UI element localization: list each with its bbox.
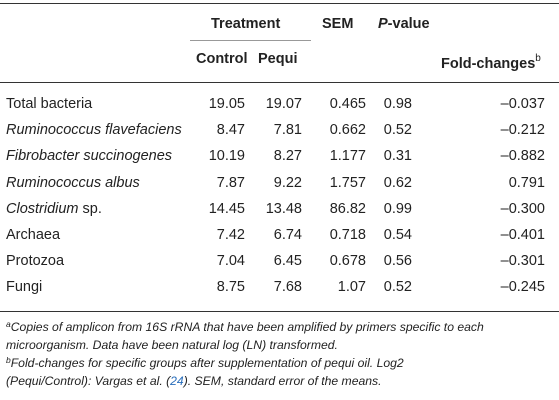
row-name: Ruminococcus flavefaciens <box>6 122 182 138</box>
row-label: Ruminococcus flavefaciens <box>6 121 182 139</box>
row-name-suffix: sp. <box>78 201 102 217</box>
cell-sem: 0.662 <box>329 122 366 138</box>
cell-fold: –0.882 <box>500 148 545 164</box>
cell-control: 7.04 <box>216 253 245 269</box>
footnote-a: aCopies of amplicon from 16S rRNA that h… <box>6 316 556 354</box>
header-sem: SEM <box>322 16 354 32</box>
treatment-underline <box>190 40 311 41</box>
header-fold: Fold-changesb <box>441 50 541 73</box>
footnote-a-line2: microorganism. Data have been natural lo… <box>6 337 338 352</box>
cell-pequi: 19.07 <box>265 96 302 112</box>
footnote-b-marker: b <box>6 355 11 365</box>
cell-fold: –0.301 <box>500 253 545 269</box>
cell-fold: –0.212 <box>500 122 545 138</box>
cell-control: 8.47 <box>216 122 245 138</box>
cell-pequi: 9.22 <box>273 175 302 191</box>
cell-pequi: 7.68 <box>273 279 302 295</box>
cell-fold: –0.401 <box>500 227 545 243</box>
table-header-rule <box>0 82 559 83</box>
cell-sem: 1.757 <box>329 175 366 191</box>
cell-p: 0.99 <box>383 201 412 217</box>
footnote-b-line2-post: ). SEM, standard error of the means. <box>183 373 382 388</box>
cell-p: 0.52 <box>383 279 412 295</box>
cell-fold: 0.791 <box>508 175 545 191</box>
footnote-b-ref-link[interactable]: 24 <box>170 373 184 388</box>
row-name: Fibrobacter succinogenes <box>6 148 173 164</box>
table-top-rule <box>0 3 559 4</box>
row-name: Clostridium <box>6 201 79 217</box>
cell-sem: 0.465 <box>329 96 366 112</box>
row-name: Protozoa <box>6 253 65 269</box>
cell-sem: 1.177 <box>329 148 366 164</box>
footnote-b-line1: Fold-changes for specific groups after s… <box>10 356 404 370</box>
row-label: Fungi <box>6 278 42 296</box>
cell-p: 0.62 <box>383 175 412 191</box>
cell-control: 7.87 <box>216 175 245 191</box>
table-bottom-rule <box>0 311 559 312</box>
footnote-b: bFold-changes for specific groups after … <box>6 352 556 390</box>
cell-fold: –0.245 <box>500 279 545 295</box>
header-fold-sup: b <box>535 53 541 64</box>
footnote-a-line1: Copies of amplicon from 16S rRNA that ha… <box>10 320 484 334</box>
header-pequi: Pequi <box>258 51 298 67</box>
cell-sem: 1.07 <box>337 279 366 295</box>
cell-control: 8.75 <box>216 279 245 295</box>
header-pvalue: P-value <box>378 15 430 33</box>
cell-sem: 0.678 <box>329 253 366 269</box>
cell-fold: –0.037 <box>500 96 545 112</box>
cell-pequi: 13.48 <box>265 201 302 217</box>
row-name: Total bacteria <box>6 96 93 112</box>
cell-control: 7.42 <box>216 227 245 243</box>
row-name: Archaea <box>6 227 61 243</box>
row-label: Ruminococcus albus <box>6 174 140 192</box>
cell-pequi: 8.27 <box>273 148 302 164</box>
cell-pequi: 7.81 <box>273 122 302 138</box>
row-label: Protozoa <box>6 252 64 270</box>
cell-control: 14.45 <box>208 201 245 217</box>
header-control: Control <box>196 51 248 67</box>
row-label: Archaea <box>6 226 60 244</box>
cell-p: 0.98 <box>383 96 412 112</box>
cell-fold: –0.300 <box>500 201 545 217</box>
row-name: Fungi <box>6 279 43 295</box>
cell-sem: 86.82 <box>329 201 366 217</box>
cell-sem: 0.718 <box>329 227 366 243</box>
footnote-b-line2-pre: (Pequi/Control): Vargas et al. ( <box>6 373 171 388</box>
cell-p: 0.54 <box>383 227 412 243</box>
row-name: Ruminococcus albus <box>6 175 140 191</box>
header-treatment: Treatment <box>211 16 281 32</box>
header-pvalue-p: P <box>378 16 388 32</box>
cell-control: 10.19 <box>208 148 245 164</box>
cell-p: 0.56 <box>383 253 412 269</box>
header-pvalue-rest: -value <box>387 16 430 32</box>
cell-pequi: 6.74 <box>273 227 302 243</box>
row-label: Total bacteria <box>6 95 92 113</box>
cell-control: 19.05 <box>208 96 245 112</box>
cell-p: 0.31 <box>383 148 412 164</box>
footnote-a-marker: a <box>6 319 11 329</box>
row-label: Clostridium sp. <box>6 200 102 218</box>
header-fold-label: Fold-changes <box>441 56 536 72</box>
row-label: Fibrobacter succinogenes <box>6 147 172 165</box>
cell-p: 0.52 <box>383 122 412 138</box>
cell-pequi: 6.45 <box>273 253 302 269</box>
